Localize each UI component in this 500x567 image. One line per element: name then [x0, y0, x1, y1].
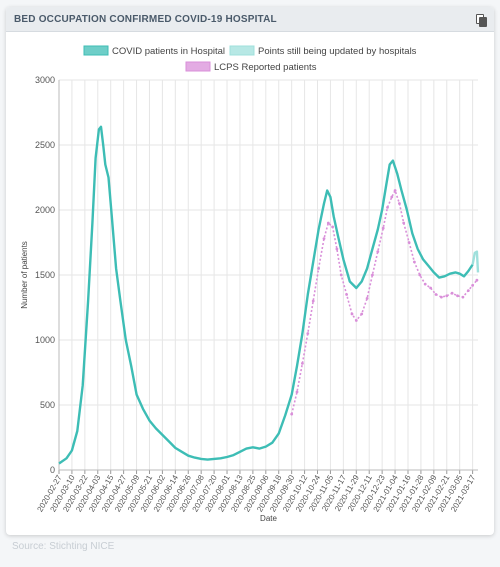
- copy-icon[interactable]: [476, 13, 487, 27]
- legend-swatch: [83, 45, 109, 56]
- lcps-point: [402, 221, 406, 225]
- y-tick-label: 1500: [35, 270, 55, 280]
- lcps-point: [413, 260, 416, 264]
- legend-item-1[interactable]: Points still being updated by hospitals: [229, 45, 417, 57]
- series-line-lcps: [290, 189, 478, 415]
- lcps-point: [390, 195, 394, 199]
- lcps-point: [398, 202, 401, 205]
- lcps-point: [322, 237, 326, 241]
- legend-item-0[interactable]: COVID patients in Hospital: [83, 45, 225, 57]
- lcps-point: [371, 273, 374, 277]
- y-tick-label: 2500: [35, 140, 55, 150]
- lcps-point: [440, 295, 443, 299]
- series-line-covid: [58, 125, 474, 465]
- lcps-point: [339, 273, 343, 277]
- lcps-point: [301, 362, 304, 365]
- y-tick-label: 0: [50, 465, 55, 475]
- lcps-point: [295, 390, 299, 394]
- lcps-point: [360, 312, 364, 316]
- card-title: BED OCCUPATION CONFIRMED COVID-19 HOSPIT…: [14, 13, 277, 25]
- lcps-point: [393, 189, 397, 192]
- legend-label: COVID patients in Hospital: [112, 46, 225, 57]
- chart-card: BED OCCUPATION CONFIRMED COVID-19 HOSPIT…: [6, 7, 494, 535]
- legend-swatch: [229, 45, 255, 56]
- lcps-point: [450, 291, 454, 295]
- lcps-point: [354, 319, 358, 322]
- lcps-point: [311, 299, 315, 303]
- y-tick-label: 500: [40, 400, 55, 410]
- lcps-point: [331, 225, 334, 229]
- lcps-point: [326, 221, 330, 225]
- lcps-point: [407, 241, 411, 244]
- x-axis-title: Date: [260, 514, 277, 523]
- legend-swatch: [185, 61, 211, 72]
- y-tick-label: 3000: [35, 75, 55, 85]
- legend-label: LCPS Reported patients: [214, 62, 317, 73]
- lcps-point: [456, 294, 459, 298]
- series-line-pending: [471, 250, 480, 273]
- lcps-point: [434, 293, 438, 296]
- lcps-point: [290, 412, 294, 416]
- lcps-point: [423, 282, 427, 286]
- y-tick-label: 1000: [35, 335, 55, 345]
- lcps-point: [376, 250, 380, 254]
- lcps-point: [335, 247, 339, 251]
- source-note: Source: Stichting NICE: [12, 541, 115, 552]
- lcps-point: [365, 297, 369, 300]
- bed-occupation-chart: 0500100015002000250030002020-02-272020-0…: [20, 45, 480, 523]
- lcps-point: [461, 295, 465, 299]
- lcps-point: [306, 332, 310, 335]
- lcps-point: [381, 226, 385, 230]
- lcps-point: [345, 293, 348, 296]
- lcps-point: [429, 286, 432, 290]
- legend-label: Points still being updated by hospitals: [258, 46, 417, 57]
- lcps-point: [317, 267, 320, 270]
- lcps-point: [445, 294, 449, 298]
- lcps-point: [418, 273, 422, 277]
- lcps-point: [475, 278, 479, 282]
- lcps-point: [471, 284, 474, 287]
- lcps-point: [386, 206, 389, 209]
- lcps-point: [466, 289, 470, 292]
- y-axis-title: Number of patients: [20, 241, 29, 309]
- y-tick-label: 2000: [35, 205, 55, 215]
- card-header: BED OCCUPATION CONFIRMED COVID-19 HOSPIT…: [6, 7, 494, 32]
- legend-item-2[interactable]: LCPS Reported patients: [185, 61, 317, 73]
- lcps-point: [350, 312, 354, 316]
